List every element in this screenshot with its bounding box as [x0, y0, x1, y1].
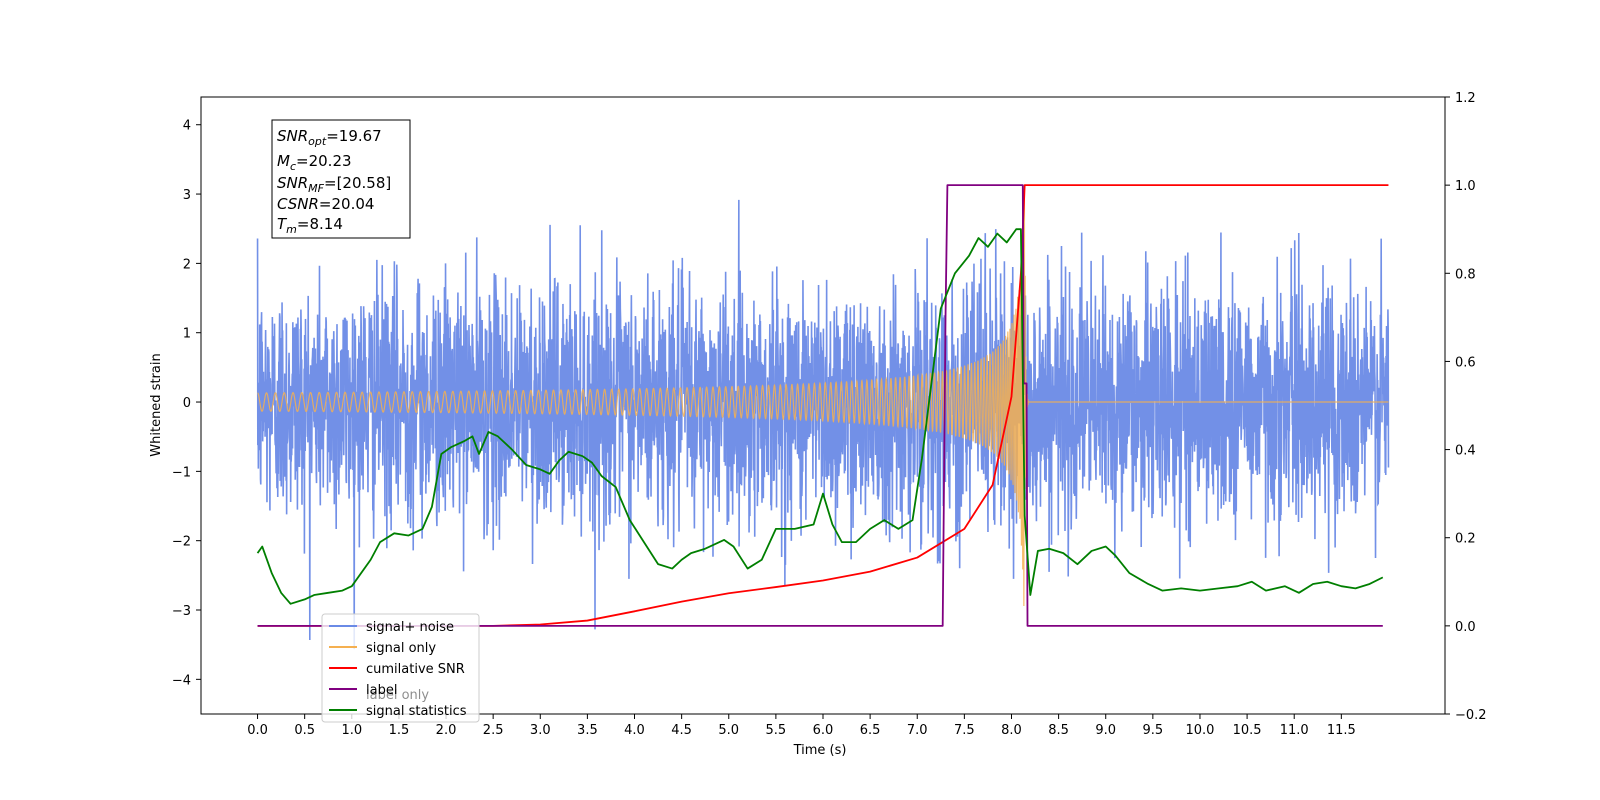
annotation-value: =8.14 — [297, 215, 343, 233]
y-right-tick-label: 0.0 — [1455, 620, 1476, 635]
x-axis-label: Time (s) — [793, 743, 847, 758]
x-tick-label: 0.0 — [247, 723, 268, 738]
y-tick-label: −1 — [172, 465, 191, 480]
x-tick-label: 2.0 — [436, 723, 457, 738]
annotation-line: SNRMF=[20.58] — [277, 174, 391, 195]
series-layer — [256, 184, 1390, 650]
y-tick-label: 1 — [183, 327, 191, 342]
y-axis-left: 4 3 2 1 0 −1 −2 −3 −4 — [172, 119, 201, 688]
y-right-tick-label: 1.0 — [1455, 179, 1476, 194]
x-tick-label: 10.0 — [1185, 723, 1214, 738]
annotation-subscript: m — [286, 223, 297, 236]
legend-entry-label: signal+ noise — [366, 620, 454, 635]
annotation-line: SNRopt=19.67 — [277, 127, 382, 148]
x-tick-label: 7.0 — [907, 723, 928, 738]
legend-frame — [321, 613, 480, 723]
y-tick-label: 2 — [183, 257, 191, 272]
annotation-symbol: SNR — [277, 127, 308, 145]
y-right-tick-label: 1.2 — [1455, 91, 1476, 106]
legend-entry-label: cumilative SNR — [366, 662, 465, 677]
annotation-line: CSNR=20.04 — [277, 195, 374, 213]
annotation-subscript: opt — [308, 135, 327, 148]
annotation-value: =[20.58] — [324, 174, 391, 192]
y-tick-label: −2 — [172, 535, 191, 550]
series-cumulative-snr — [257, 184, 1389, 627]
annotation-subscript: MF — [308, 182, 324, 195]
x-tick-label: 5.5 — [766, 723, 787, 738]
x-tick-label: 4.0 — [624, 723, 645, 738]
x-tick-label: 6.5 — [860, 723, 881, 738]
annotation-line: Tm=8.14 — [277, 215, 343, 236]
y-axis-label: Whitened strain — [149, 353, 164, 456]
y-tick-label: −4 — [172, 673, 191, 688]
x-tick-label: 5.0 — [718, 723, 739, 738]
series-signal-statistics — [256, 228, 1384, 605]
y-right-tick-label: 0.6 — [1455, 355, 1476, 370]
x-tick-label: 8.0 — [1001, 723, 1022, 738]
y-right-tick-label: 0.8 — [1455, 267, 1476, 282]
y-tick-label: 4 — [183, 119, 191, 134]
annotation-frame — [271, 119, 411, 239]
x-tick-label: 1.0 — [341, 723, 362, 738]
annotation-line: Mc=20.23 — [277, 152, 352, 173]
y-right-tick-label: −0.2 — [1455, 708, 1487, 723]
annotation-symbol: T — [277, 215, 288, 233]
y-right-tick-label: 0.4 — [1455, 444, 1476, 459]
x-tick-label: 9.5 — [1143, 723, 1164, 738]
x-tick-label: 2.5 — [483, 723, 504, 738]
x-tick-label: 1.5 — [389, 723, 410, 738]
legend-entry-label: signal only — [366, 641, 436, 656]
x-tick-label: 9.0 — [1095, 723, 1116, 738]
x-tick-label: 3.5 — [577, 723, 598, 738]
x-tick-label: 8.5 — [1048, 723, 1069, 738]
legend-entry-label-faint: label only — [366, 688, 429, 703]
series-signal-only — [257, 192, 1389, 606]
y-tick-label: 3 — [183, 188, 191, 203]
annotation-value: =20.23 — [296, 152, 352, 170]
annotation-symbol: SNR — [277, 174, 308, 192]
x-axis: 0.0 0.5 1.0 1.5 2.0 2.5 3.0 3.5 4.0 4.5 5.0 5.5 6.0 6… — [247, 714, 1356, 738]
legend-entry-label: label — [366, 683, 397, 698]
x-tick-label: 11.5 — [1327, 723, 1356, 738]
y-right-tick-label: 0.2 — [1455, 532, 1476, 547]
annotation-value: =19.67 — [326, 127, 382, 145]
x-tick-label: 10.5 — [1233, 723, 1262, 738]
annotation-symbol: M — [277, 152, 290, 170]
y-axis-right: 1.2 1.0 0.8 0.6 0.4 0.2 0.0 −0.2 — [1445, 91, 1487, 723]
x-tick-label: 4.5 — [671, 723, 692, 738]
legend-entry-label: signal statistics — [366, 704, 467, 719]
annotation-symbol: CSNR — [277, 195, 319, 213]
y-tick-label: −3 — [172, 604, 191, 619]
series-signal-noise — [256, 199, 1390, 650]
annotation-subscript: c — [290, 160, 296, 173]
x-tick-label: 11.0 — [1280, 723, 1309, 738]
annotation-value: =20.04 — [319, 195, 375, 213]
x-tick-label: 7.5 — [954, 723, 975, 738]
annotation-box: SNRopt=19.67Mc=20.23SNRMF=[20.58]CSNR=20… — [271, 119, 411, 239]
legend: signal+ noise signal only cumilative SNR la… — [321, 613, 480, 723]
x-tick-label: 3.0 — [530, 723, 551, 738]
y-tick-label: 0 — [183, 396, 191, 411]
x-tick-label: 0.5 — [294, 723, 315, 738]
x-tick-label: 6.0 — [813, 723, 834, 738]
